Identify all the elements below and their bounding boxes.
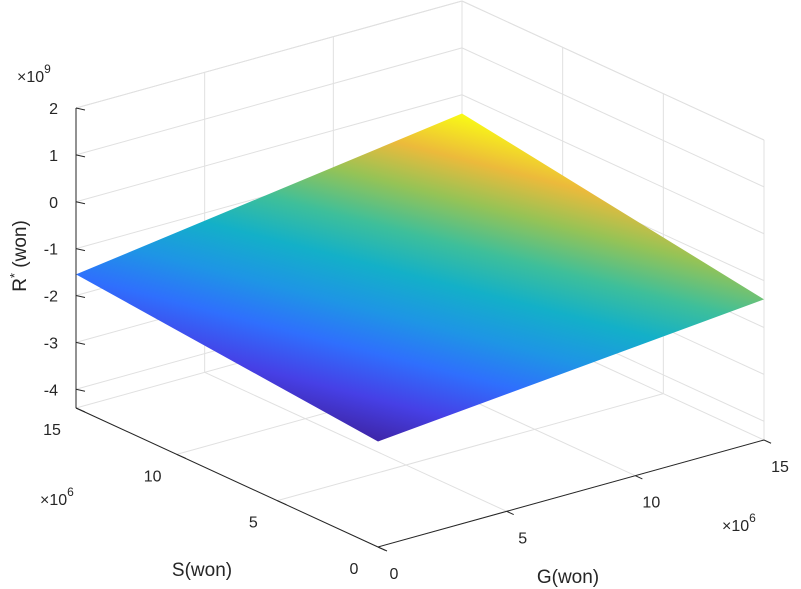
y-tick-label: 10 xyxy=(144,468,162,485)
y-axis-label: S(won) xyxy=(172,560,232,581)
z-tick-label: -1 xyxy=(44,242,58,259)
x-axis-label: G(won) xyxy=(537,567,599,588)
x-tick-mark xyxy=(506,510,514,516)
surface-layer xyxy=(76,113,764,442)
x-tick-mark xyxy=(763,439,772,444)
z-multiplier-exp: 9 xyxy=(44,62,51,76)
axis-labels: G(won) S(won) R* (won) ×109 ×106 ×106 05… xyxy=(7,62,789,588)
y-multiplier: ×106 xyxy=(40,485,74,509)
z-axis-label-sup: * xyxy=(7,273,22,278)
z-tick-label: 1 xyxy=(49,148,58,165)
z-tick-label: -2 xyxy=(44,289,58,306)
z-axis-label-base: R xyxy=(10,278,31,292)
y-tick-mark xyxy=(176,453,186,459)
y-multiplier-exp: 6 xyxy=(67,485,74,499)
z-tick-mark xyxy=(75,388,86,392)
z-tick-mark xyxy=(75,341,86,345)
floor-grid-x xyxy=(204,371,507,512)
x-tick-label: 0 xyxy=(390,566,399,583)
x-multiplier-base: ×10 xyxy=(722,518,749,535)
y-tick-mark xyxy=(75,407,86,413)
z-tick-mark xyxy=(75,107,86,111)
x-multiplier: ×106 xyxy=(722,511,756,535)
z-tick-label: -3 xyxy=(44,335,58,352)
z-tick-label: 2 xyxy=(49,101,58,118)
z-tick-mark xyxy=(75,154,86,158)
y-tick-label: 15 xyxy=(43,422,61,439)
wall-grid-z-back xyxy=(75,47,463,156)
x-tick-label: 15 xyxy=(771,459,789,476)
floor-grid-y xyxy=(277,393,664,502)
box-edge xyxy=(75,0,463,109)
z-tick-label: -4 xyxy=(44,382,58,399)
y-axis-line xyxy=(75,407,379,548)
z-tick-mark xyxy=(75,248,86,252)
wall-grid-z-back xyxy=(75,94,463,203)
x-tick-label: 5 xyxy=(518,530,527,547)
y-tick-mark xyxy=(277,500,287,506)
z-axis-label: R* (won) xyxy=(7,220,31,292)
z-tick-label: 0 xyxy=(49,195,58,212)
x-multiplier-exp: 6 xyxy=(749,511,756,525)
x-axis-line xyxy=(377,439,765,548)
axis-lines xyxy=(75,107,772,552)
y-multiplier-base: ×10 xyxy=(40,492,67,509)
x-tick-mark xyxy=(635,475,643,480)
z-axis-label-rest: (won) xyxy=(10,220,31,273)
z-multiplier-base: ×10 xyxy=(17,69,44,86)
y-tick-label: 5 xyxy=(249,515,258,532)
wall-grid-z-right xyxy=(461,47,765,188)
wall-grid-z-right xyxy=(461,94,765,235)
box-edge xyxy=(461,0,765,141)
y-tick-mark xyxy=(377,546,388,552)
z-tick-mark xyxy=(75,295,86,298)
z-tick-mark xyxy=(75,201,86,205)
surface-plane xyxy=(76,113,764,442)
z-multiplier: ×109 xyxy=(17,62,51,86)
y-tick-label: 0 xyxy=(350,561,359,578)
x-tick-label: 10 xyxy=(642,495,660,512)
